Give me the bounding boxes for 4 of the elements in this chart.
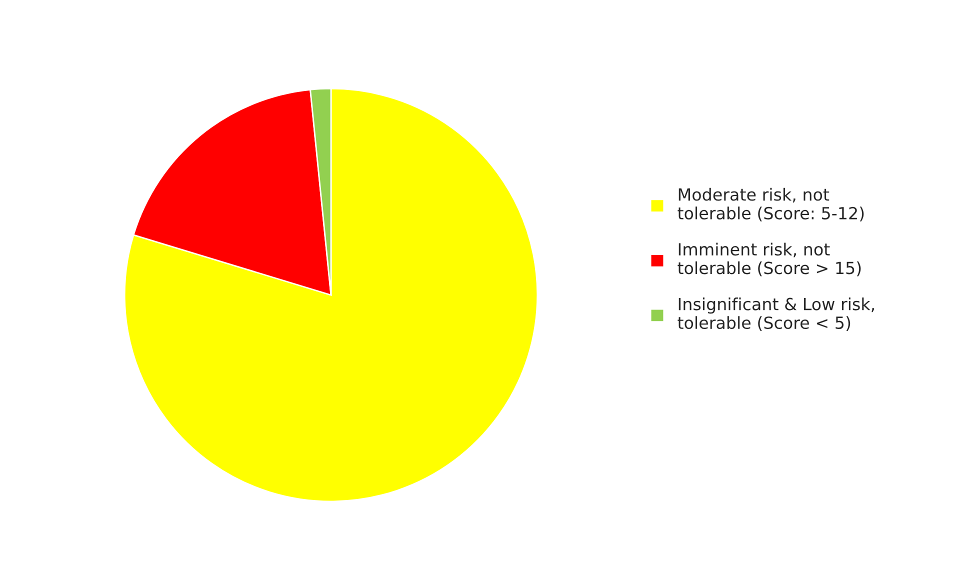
legend-label: Moderate risk, not tolerable (Score: 5-12) bbox=[678, 188, 864, 222]
legend-label: Imminent risk, not tolerable (Score > 15) bbox=[678, 242, 861, 276]
legend-label: Insignificant & Low risk, tolerable (Score < 5) bbox=[678, 297, 874, 332]
pie-slice bbox=[124, 88, 538, 502]
